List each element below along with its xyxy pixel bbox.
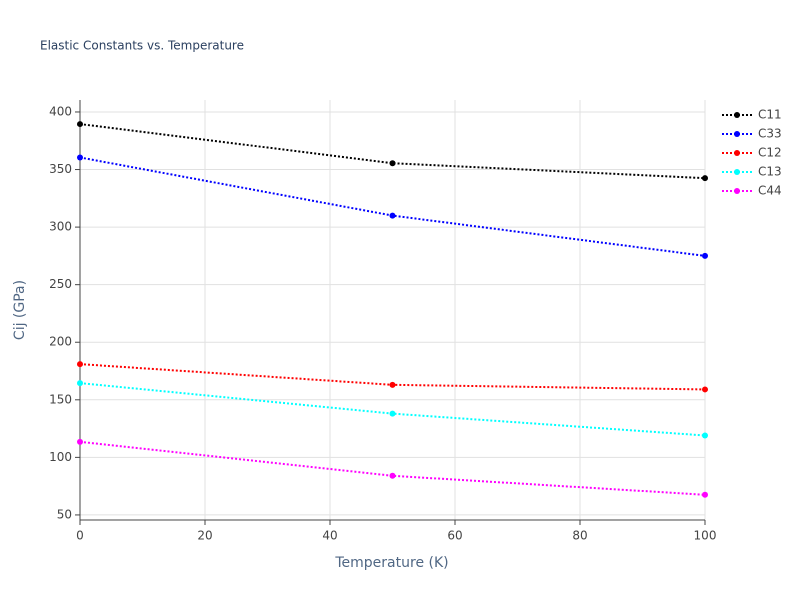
data-point (77, 438, 83, 445)
legend-marker (734, 131, 740, 137)
data-point (389, 410, 396, 417)
y-tick-label: 300 (49, 220, 72, 234)
data-point (702, 252, 708, 259)
legend-marker (734, 188, 740, 194)
legend-marker (734, 169, 740, 175)
y-axis-title: Cij (GPa) (12, 280, 28, 340)
legend-label: C44 (758, 184, 782, 198)
x-tick-label: 0 (76, 529, 84, 543)
y-tick-label: 150 (49, 392, 72, 406)
series-line (79, 382, 706, 437)
y-tick-label: 400 (49, 104, 72, 118)
x-tick-label: 60 (447, 529, 462, 543)
series-line (79, 123, 706, 180)
y-tick-label: 250 (49, 277, 72, 291)
data-point (702, 491, 708, 498)
legend-marker (734, 112, 740, 118)
legend-label: C33 (758, 127, 782, 141)
data-point (702, 386, 708, 393)
x-tick-label: 100 (694, 529, 717, 543)
y-tick-label: 50 (57, 507, 72, 521)
data-point (389, 472, 396, 479)
data-point (77, 361, 83, 368)
data-point (77, 121, 83, 128)
y-tick-label: 100 (49, 450, 72, 464)
data-point (389, 160, 396, 167)
legend-label: C11 (758, 108, 782, 122)
data-point (389, 212, 396, 219)
legend-marker (734, 150, 740, 156)
x-axis-title: Temperature (K) (334, 555, 448, 571)
y-tick-label: 200 (49, 335, 72, 349)
data-point (77, 154, 83, 161)
x-tick-label: 80 (572, 529, 587, 543)
legend-label: C13 (758, 165, 782, 179)
x-tick-label: 40 (322, 529, 337, 543)
data-point (702, 432, 708, 439)
x-tick-label: 20 (197, 529, 212, 543)
data-point (389, 381, 396, 388)
data-point (702, 175, 708, 182)
legend-label: C12 (758, 146, 782, 160)
chart-title: Elastic Constants vs. Temperature (40, 39, 244, 53)
y-tick-label: 350 (49, 162, 72, 176)
data-point (77, 380, 83, 387)
series-line (79, 156, 706, 257)
series-line (79, 440, 706, 496)
